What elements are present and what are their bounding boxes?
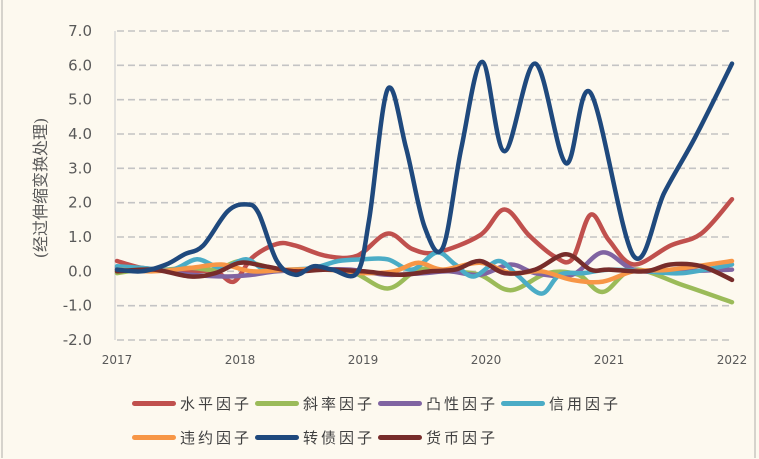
- legend-label: 水平因子: [180, 394, 253, 413]
- legend-label: 凸性因子: [426, 394, 499, 413]
- x-tick-label: 2018: [225, 353, 256, 367]
- legend-label: 违约因子: [180, 428, 253, 447]
- legend-swatch: [132, 400, 176, 406]
- x-tick-label: 2020: [471, 353, 502, 367]
- legend-row: 水平因子 斜率因子 凸性因子 信用因子: [132, 386, 652, 420]
- y-axis-label: (经过伸缩变换处理): [31, 118, 50, 259]
- y-tick-label: -2.0: [63, 331, 92, 349]
- series-line-5: [114, 59, 735, 279]
- legend-item[interactable]: 信用因子: [501, 393, 621, 414]
- legend-label: 信用因子: [549, 394, 622, 413]
- legend-swatch: [255, 400, 300, 406]
- legend-swatch: [255, 434, 300, 440]
- legend-label: 斜率因子: [303, 394, 376, 413]
- line-chart: 7.06.05.04.03.02.01.00.0-1.0-2.0 2017 201…: [31, 22, 748, 367]
- legend-swatch: [132, 434, 176, 440]
- y-tick-label: 2.0: [68, 194, 92, 212]
- legend-label: 转债因子: [303, 428, 376, 447]
- legend: 水平因子 斜率因子 凸性因子 信用因子违约因子 转债因子 货币因子: [132, 386, 652, 454]
- x-tick-label: 2021: [594, 353, 625, 367]
- y-tick-label: 1.0: [68, 228, 92, 246]
- legend-swatch: [501, 400, 546, 406]
- x-tick-label: 2017: [102, 353, 133, 367]
- x-tick-label: 2019: [348, 353, 379, 367]
- axes: [114, 31, 732, 341]
- legend-swatch: [378, 434, 423, 440]
- legend-item[interactable]: 水平因子: [132, 393, 252, 414]
- y-tick-label: 5.0: [68, 91, 92, 109]
- legend-item[interactable]: 违约因子: [132, 427, 252, 448]
- y-tick-label: 3.0: [68, 159, 92, 177]
- series-lines: [114, 59, 735, 305]
- y-tick-label: 6.0: [68, 56, 92, 74]
- y-tick-label: 4.0: [68, 125, 92, 143]
- x-tick-label: 2022: [717, 353, 748, 367]
- legend-label: 货币因子: [426, 428, 499, 447]
- legend-row: 违约因子 转债因子 货币因子: [132, 420, 652, 454]
- legend-item[interactable]: 转债因子: [255, 427, 375, 448]
- series-line-6: [114, 251, 735, 283]
- legend-item[interactable]: 凸性因子: [378, 393, 498, 414]
- legend-item[interactable]: 货币因子: [378, 427, 498, 448]
- y-tick-labels: 7.0 6.0 5.0 4.0 3.0 2.0 1.0 0.0 -1.0 -2.0: [63, 22, 92, 349]
- legend-item[interactable]: 斜率因子: [255, 393, 375, 414]
- y-tick-label: -1.0: [63, 297, 92, 315]
- series-line-3: [114, 250, 735, 296]
- x-tick-labels: 2017 2018 2019 2020 2021 2022: [102, 353, 748, 367]
- legend-swatch: [378, 400, 423, 406]
- y-tick-label: 7.0: [68, 22, 92, 40]
- y-tick-label: 0.0: [68, 262, 92, 280]
- series-line-4: [114, 258, 735, 285]
